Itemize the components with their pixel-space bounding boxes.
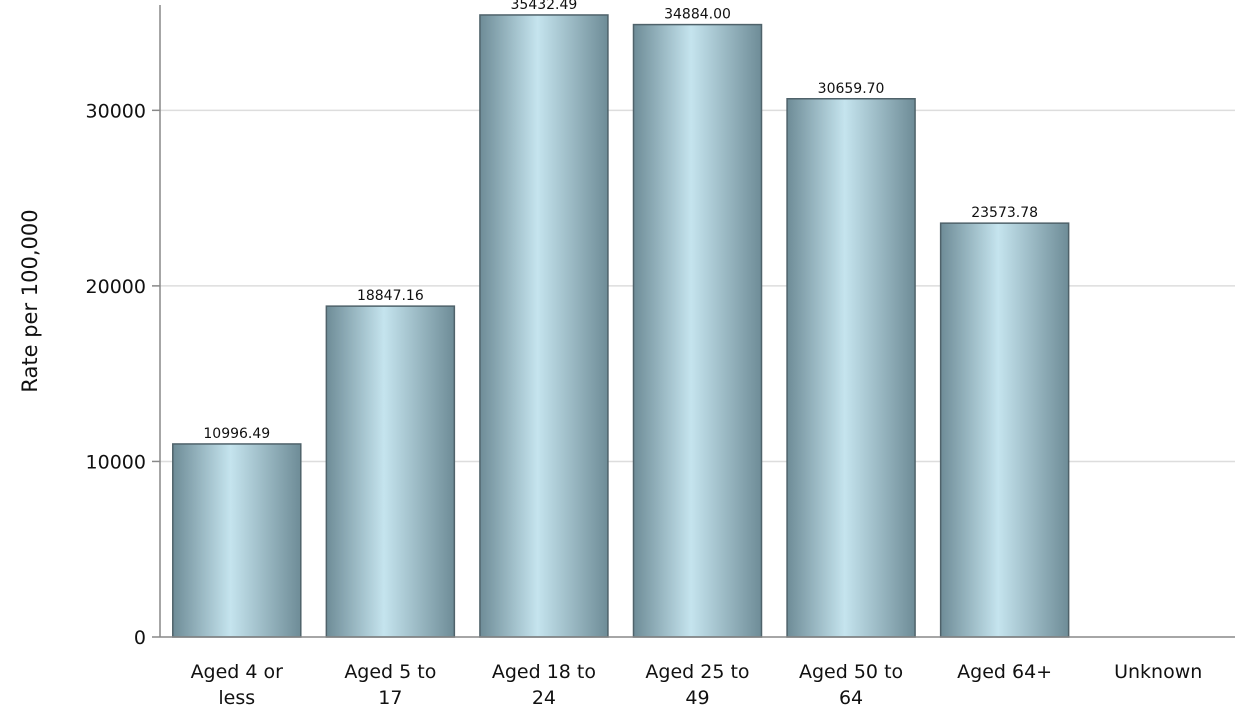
y-tick-label: 30000 [86, 100, 146, 122]
data-label: 35432.49 [511, 0, 578, 13]
bar [479, 14, 609, 638]
data-label: 10996.49 [203, 426, 270, 442]
y-axis-title: Rate per 100,000 [18, 209, 42, 392]
bar [939, 222, 1070, 638]
data-label: 34884.00 [664, 7, 731, 23]
data-label: 18847.16 [357, 288, 424, 304]
x-tick-label: Aged 5 to 17 [344, 661, 436, 709]
bar [325, 305, 456, 638]
x-tick-label: Aged 4 or less [191, 661, 284, 709]
y-tick-label: 0 [134, 627, 146, 649]
data-label: 23573.78 [971, 205, 1038, 221]
bar [632, 23, 763, 638]
x-tick-label: Aged 18 to 24 [492, 661, 596, 709]
x-tick-label: Unknown [1114, 661, 1202, 683]
bar [786, 98, 916, 638]
x-tick-label: Aged 25 to 49 [645, 661, 749, 709]
bars [172, 14, 1070, 638]
data-labels: 10996.49 18847.16 35432.49 34884.00 30659.70… [203, 0, 1038, 442]
y-tick-label: 10000 [86, 451, 146, 473]
data-label: 30659.70 [818, 81, 885, 97]
bar [172, 443, 302, 638]
y-tick-label: 20000 [86, 276, 146, 298]
y-ticks: 0 10000 20000 30000 [86, 100, 160, 649]
x-tick-label: Aged 64+ [957, 661, 1052, 683]
x-tick-label: Aged 50 to 64 [799, 661, 903, 709]
x-tick-labels: Aged 4 or less Aged 5 to 17 Aged 18 to 24 Aged… [191, 661, 1203, 709]
